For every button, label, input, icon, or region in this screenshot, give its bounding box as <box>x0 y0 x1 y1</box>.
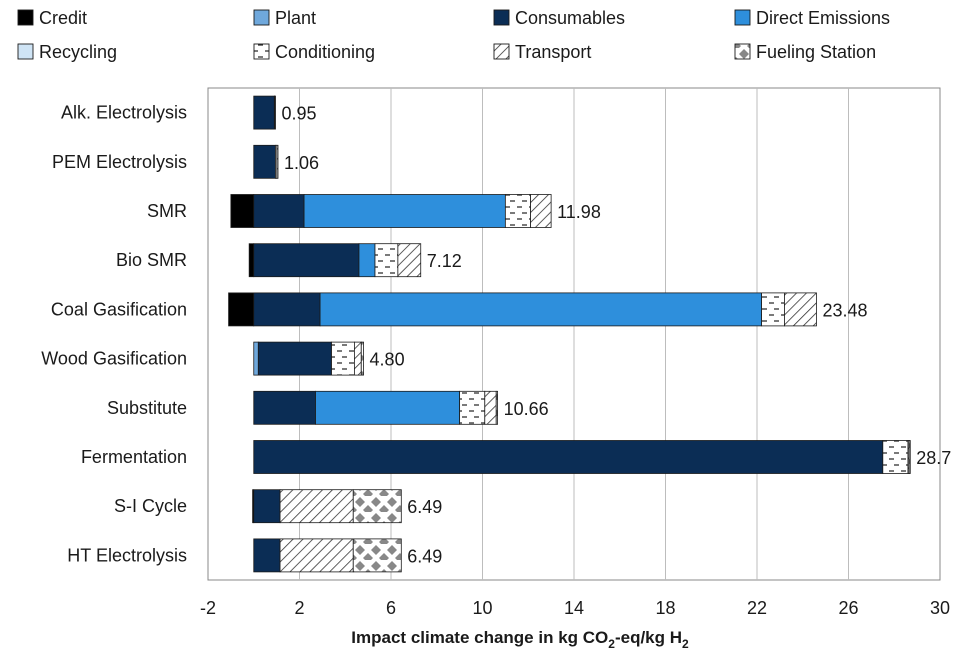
legend-label: Conditioning <box>275 42 375 62</box>
bar-segment-transport <box>276 144 279 179</box>
category-label: Alk. Electrolysis <box>61 103 187 123</box>
legend-item-fueling-station: Fueling Station <box>734 42 876 62</box>
category-label: Fermentation <box>81 447 187 467</box>
category-label: S-I Cycle <box>114 496 187 516</box>
category-label: Bio SMR <box>116 250 187 270</box>
bar-segment-direct-emissions <box>319 292 762 327</box>
legend-item-recycling: Recycling <box>17 42 117 62</box>
x-tick-label: 30 <box>930 598 950 618</box>
category-labels: Alk. Electrolysis PEM Electrolysis SMR Bio … <box>41 103 187 566</box>
bar-segment-transport <box>279 538 354 573</box>
bar-segment-consumables <box>253 95 275 130</box>
total-label: 28.7 <box>916 448 951 468</box>
legend-item-conditioning: Conditioning <box>253 42 375 62</box>
legend-item-transport: Transport <box>493 42 591 62</box>
x-tick-labels: -2 2 6 10 14 18 22 26 30 <box>200 598 950 618</box>
category-label: Wood Gasification <box>41 349 187 369</box>
legend-swatch <box>253 43 270 60</box>
x-axis-title: Impact climate change in kg CO2-eq/kg H2 <box>351 628 689 651</box>
bar-segment-consumables <box>253 440 884 474</box>
category-label: SMR <box>147 201 187 221</box>
bar-segment-conditioning <box>761 292 785 327</box>
bar-segment-transport <box>784 292 817 327</box>
x-tick-label: 14 <box>564 598 584 618</box>
legend-label: Direct Emissions <box>756 8 890 28</box>
x-tick-label: 26 <box>838 598 858 618</box>
total-label: 4.80 <box>370 350 405 370</box>
bar-segment-credit <box>228 292 255 327</box>
bar-segment-fueling-station <box>495 390 498 425</box>
plot-area: 0.95 1.06 11.98 7.12 23.48 4.80 10.66 28.7 6.49 6… <box>41 87 951 618</box>
legend-item-direct-emissions: Direct Emissions <box>734 8 890 28</box>
category-label: PEM Electrolysis <box>52 152 187 172</box>
legend-label: Plant <box>275 8 316 28</box>
legend: Credit Plant Consumables Direct Emissions Re… <box>17 8 890 62</box>
legend-label: Consumables <box>515 8 625 28</box>
bar-segment-transport <box>279 489 354 524</box>
bar-segment-consumables <box>253 243 360 278</box>
total-label: 0.95 <box>281 104 316 124</box>
bar-segment-transport <box>484 390 497 425</box>
legend-swatch <box>17 43 34 60</box>
legend-label: Recycling <box>39 42 117 62</box>
bar-segment-fueling-station <box>908 440 911 474</box>
legend-swatch <box>17 9 34 26</box>
bar-segment-fueling-station <box>352 538 402 573</box>
bar-segment-transport <box>274 95 276 130</box>
bar-segment-transport <box>353 341 362 376</box>
bar-segment-direct-emissions <box>358 243 376 278</box>
legend-label: Credit <box>39 8 87 28</box>
bars: 0.95 1.06 11.98 7.12 23.48 4.80 10.66 28.7 6.49 6… <box>228 95 951 573</box>
bar-segment-transport <box>397 243 422 278</box>
legend-label: Transport <box>515 42 591 62</box>
bar-segment-consumables <box>253 390 316 425</box>
bar-segment-conditioning <box>374 243 399 278</box>
x-tick-label: 18 <box>655 598 675 618</box>
bar-segment-conditioning <box>331 341 355 376</box>
bar-segment-conditioning <box>504 194 531 228</box>
bar-segment-consumables <box>257 341 332 376</box>
x-tick-label: 2 <box>294 598 304 618</box>
bar-segment-conditioning <box>882 440 909 474</box>
bar-segment-credit <box>230 194 255 228</box>
bar-segment-consumables <box>253 538 281 573</box>
legend-swatch <box>253 9 270 26</box>
category-label: Coal Gasification <box>51 299 187 319</box>
category-label: HT Electrolysis <box>67 545 187 565</box>
bar-segment-consumables <box>253 292 321 327</box>
x-tick-label: 10 <box>472 598 492 618</box>
legend-swatch <box>734 9 751 26</box>
bar-segment-transport <box>530 194 552 228</box>
legend-item-plant: Plant <box>253 8 316 28</box>
total-label: 7.12 <box>427 251 462 271</box>
legend-swatch <box>493 9 510 26</box>
x-tick-label: 6 <box>386 598 396 618</box>
legend-item-credit: Credit <box>17 8 87 28</box>
total-label: 23.48 <box>822 300 867 320</box>
bar-segment-direct-emissions <box>303 194 506 228</box>
bar-segment-consumables <box>253 194 305 228</box>
legend-swatch <box>734 43 751 60</box>
total-label: 6.49 <box>407 497 442 517</box>
bar-segment-fueling-station <box>352 489 402 524</box>
bar-segment-fueling-station <box>360 341 364 376</box>
bar-segment-consumables <box>253 489 281 524</box>
x-tick-label: 22 <box>747 598 767 618</box>
legend-swatch <box>493 43 510 60</box>
legend-label: Fueling Station <box>756 42 876 62</box>
bar-segment-conditioning <box>459 390 486 425</box>
category-label: Substitute <box>107 398 187 418</box>
total-label: 11.98 <box>557 202 601 222</box>
bar-segment-plant <box>253 341 259 376</box>
legend-item-consumables: Consumables <box>493 8 625 28</box>
total-label: 10.66 <box>504 399 549 419</box>
total-label: 1.06 <box>284 153 319 173</box>
bar-segment-consumables <box>253 144 276 179</box>
total-label: 6.49 <box>407 546 442 566</box>
bar-segment-credit <box>248 243 255 278</box>
x-tick-label: -2 <box>200 598 216 618</box>
bar-segment-direct-emissions <box>315 390 461 425</box>
